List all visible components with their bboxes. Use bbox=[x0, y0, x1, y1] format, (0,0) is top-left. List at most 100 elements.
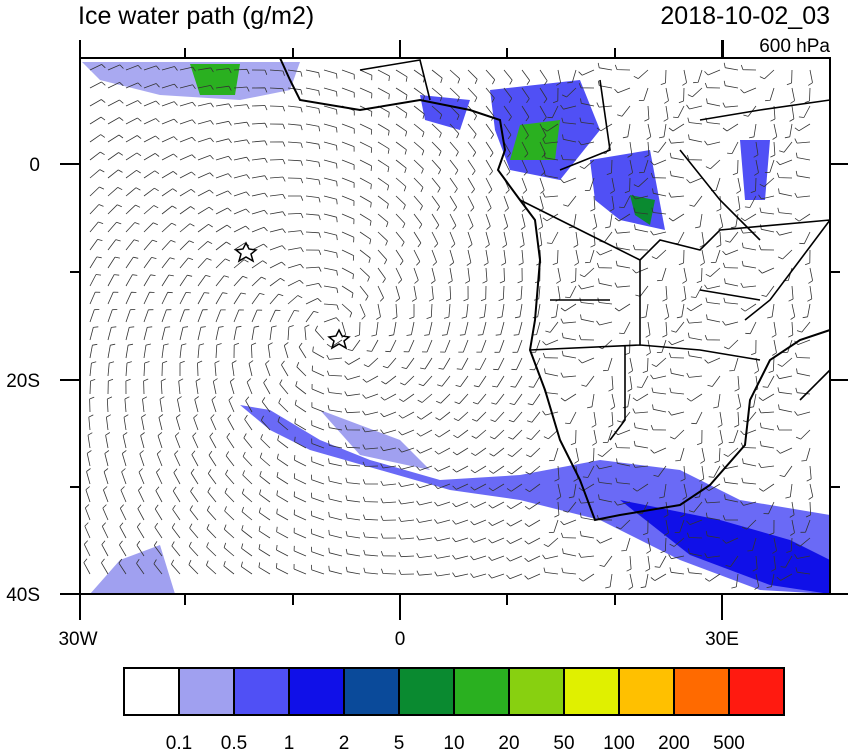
wind-barb bbox=[251, 260, 268, 269]
wind-barb bbox=[785, 483, 793, 499]
cloud bbox=[630, 195, 655, 225]
wind-barb bbox=[734, 411, 740, 428]
cloud bbox=[620, 500, 830, 594]
wind-barb bbox=[579, 530, 595, 539]
wind-barb bbox=[794, 213, 811, 222]
wind-barb bbox=[634, 224, 649, 233]
wind-barb bbox=[312, 346, 325, 359]
wind-barb bbox=[789, 501, 795, 518]
wind-barb bbox=[359, 267, 370, 282]
wind-barb bbox=[138, 486, 145, 503]
wind-barb bbox=[305, 266, 322, 272]
wind-barb bbox=[676, 303, 685, 319]
wind-barb bbox=[626, 555, 632, 572]
wind-barb bbox=[651, 207, 667, 215]
wind-barb bbox=[125, 65, 142, 71]
wind-barb bbox=[554, 465, 560, 482]
wind-barb bbox=[326, 354, 343, 360]
wind-barb bbox=[707, 375, 721, 387]
wind-barb bbox=[305, 105, 321, 114]
wind-barb bbox=[242, 451, 253, 467]
wind-barb bbox=[499, 267, 505, 284]
wind-barb bbox=[527, 393, 541, 406]
wind-barb bbox=[137, 504, 145, 521]
wind-barb bbox=[377, 249, 388, 265]
wind-barb bbox=[258, 507, 271, 521]
wind-barb bbox=[107, 152, 124, 161]
wind-barb bbox=[645, 321, 651, 338]
wind-barb bbox=[107, 134, 124, 143]
wind-barb bbox=[579, 267, 595, 278]
wind-barb bbox=[395, 141, 407, 155]
wind-barb bbox=[509, 393, 523, 405]
wind-barb bbox=[777, 207, 793, 215]
wind-barb bbox=[776, 447, 793, 454]
wind-barb bbox=[565, 285, 577, 298]
wind-barb bbox=[341, 69, 355, 80]
wind-barb bbox=[323, 303, 339, 310]
wind-barb bbox=[89, 291, 101, 305]
wind-barb bbox=[197, 85, 214, 90]
wind-barb bbox=[287, 141, 303, 148]
wind-barb bbox=[542, 554, 559, 560]
wind-barb bbox=[118, 558, 127, 575]
wind-barb bbox=[700, 249, 705, 266]
wind-barb bbox=[344, 425, 361, 431]
wind-barb bbox=[208, 450, 217, 467]
wind-barb bbox=[578, 483, 595, 492]
wind-barb bbox=[157, 432, 163, 449]
wind-barb bbox=[295, 381, 307, 395]
wind-barb bbox=[233, 225, 250, 233]
wind-barb bbox=[107, 82, 124, 89]
wind-barb bbox=[305, 195, 321, 203]
wind-barb bbox=[366, 339, 379, 352]
wind-barb bbox=[495, 321, 505, 336]
wind-barb bbox=[470, 501, 487, 508]
wind-barb bbox=[546, 231, 559, 244]
wind-barb bbox=[89, 274, 102, 287]
wind-barb bbox=[474, 357, 487, 370]
wind-barb bbox=[377, 267, 386, 284]
wind-barb bbox=[488, 537, 505, 544]
wind-barb bbox=[328, 440, 343, 449]
wind-barb bbox=[224, 506, 235, 521]
wind-barb bbox=[179, 119, 196, 125]
wind-barb bbox=[416, 465, 433, 471]
wind-barb bbox=[578, 69, 595, 76]
wind-barb bbox=[304, 324, 310, 341]
wind-barb bbox=[507, 447, 523, 457]
wind-barb bbox=[732, 159, 739, 176]
wind-barb bbox=[197, 102, 214, 108]
wind-barb bbox=[191, 450, 199, 467]
wind-barb bbox=[615, 260, 631, 269]
wind-barb bbox=[784, 123, 793, 139]
wind-barb bbox=[293, 491, 307, 503]
wind-barb bbox=[258, 544, 271, 557]
wind-barb bbox=[359, 231, 372, 245]
wind-barb bbox=[143, 135, 160, 143]
wind-barb bbox=[413, 105, 425, 119]
map-title: Ice water path (g/m2) bbox=[78, 2, 314, 30]
wind-barb bbox=[741, 519, 757, 530]
wind-barb bbox=[724, 494, 739, 503]
wind-barb bbox=[700, 447, 705, 464]
wind-barb bbox=[421, 339, 433, 353]
wind-barb bbox=[688, 501, 703, 513]
wind-barb bbox=[215, 326, 224, 341]
wind-barb bbox=[521, 87, 530, 104]
wind-barb bbox=[776, 573, 793, 581]
wind-barb bbox=[617, 105, 631, 117]
wind-barb bbox=[395, 159, 407, 174]
wind-barb bbox=[269, 228, 286, 234]
wind-barb bbox=[124, 396, 130, 413]
wind-barb bbox=[305, 231, 321, 238]
wind-barb bbox=[650, 172, 667, 179]
wind-barb bbox=[398, 569, 415, 575]
wind-barb bbox=[804, 249, 811, 266]
wind-barb bbox=[207, 487, 217, 503]
wind-barb bbox=[106, 396, 113, 413]
wind-barb bbox=[788, 285, 794, 302]
wind-barb bbox=[89, 169, 105, 179]
wind-barb bbox=[663, 105, 669, 122]
